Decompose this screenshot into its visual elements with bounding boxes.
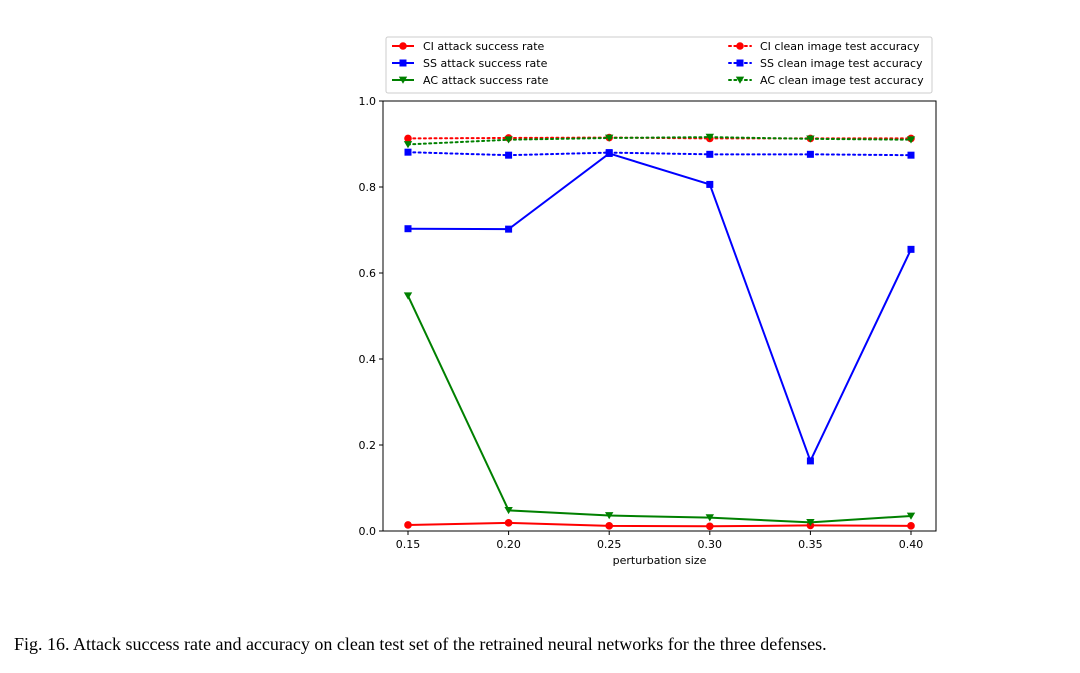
legend-label: CI attack success rate <box>423 40 545 53</box>
series-ac-attack-success-rate <box>403 292 916 527</box>
legend-marker <box>399 59 407 67</box>
legend-entry: SS clean image test accuracy <box>728 57 923 70</box>
data-point <box>404 225 412 233</box>
plot-area <box>382 100 937 532</box>
line-chart: 0.0 0.2 0.4 0.6 0.8 1.0 0.15 0.20 0.25 0.30 0.35 0.… <box>359 36 937 567</box>
legend-label: AC clean image test accuracy <box>760 74 924 87</box>
series-ac-clean-image-test-accuracy <box>403 133 916 149</box>
data-point <box>403 141 413 149</box>
data-point <box>605 149 613 157</box>
x-tick-label: 0.20 <box>496 538 521 551</box>
y-tick-label: 1.0 <box>359 95 377 108</box>
legend-entry: AC attack success rate <box>392 74 549 87</box>
series-line <box>407 152 912 464</box>
legend-entry: AC clean image test accuracy <box>728 74 924 87</box>
data-point <box>705 133 714 141</box>
series-ss-clean-image-test-accuracy <box>404 148 915 159</box>
data-point <box>505 151 513 159</box>
series-layer <box>403 133 916 531</box>
data-point <box>504 136 513 144</box>
axis-ticks: 0.0 0.2 0.4 0.6 0.8 1.0 0.15 0.20 0.25 0.30 0.35 0.… <box>359 95 924 551</box>
x-tick-label: 0.25 <box>597 538 622 551</box>
data-point <box>505 225 513 233</box>
data-point <box>404 134 412 143</box>
series-line <box>407 521 912 528</box>
legend-marker <box>736 59 744 67</box>
data-point <box>605 512 614 520</box>
x-axis-label: perturbation size <box>613 554 707 567</box>
data-point <box>706 150 714 158</box>
legend-marker <box>735 76 745 84</box>
data-point <box>907 522 915 530</box>
legend-entry: CI clean image test accuracy <box>728 40 920 53</box>
y-tick-label: 0.4 <box>359 353 377 366</box>
y-tick-label: 0.0 <box>359 525 377 538</box>
legend-label: SS attack success rate <box>423 57 548 70</box>
data-point <box>605 134 614 142</box>
data-point <box>906 512 916 520</box>
data-point <box>404 148 412 156</box>
y-tick-label: 0.8 <box>359 181 377 194</box>
legend-label: CI clean image test accuracy <box>760 40 920 53</box>
legend-marker <box>399 42 407 50</box>
legend-marker <box>398 76 408 84</box>
series-line <box>407 151 912 157</box>
legend-entry: SS attack success rate <box>392 57 548 70</box>
figure-caption: Fig. 16. Attack success rate and accurac… <box>14 634 827 654</box>
y-tick-label: 0.2 <box>359 439 377 452</box>
data-point <box>806 135 815 143</box>
legend-box <box>385 36 933 94</box>
data-point <box>806 519 815 527</box>
x-tick-label: 0.15 <box>396 538 421 551</box>
series-line <box>407 136 912 146</box>
data-point <box>706 522 714 531</box>
data-point <box>504 519 513 527</box>
series-ci-attack-success-rate <box>404 519 915 531</box>
legend-label: SS clean image test accuracy <box>760 57 923 70</box>
data-point <box>706 180 714 188</box>
data-point <box>906 136 916 144</box>
y-tick-label: 0.6 <box>359 267 377 280</box>
legend: CI attack success rate SS attack success … <box>385 36 933 94</box>
data-point <box>403 292 413 300</box>
data-point <box>806 150 814 158</box>
legend-entry: CI attack success rate <box>392 40 545 53</box>
series-line <box>407 295 912 524</box>
x-tick-label: 0.30 <box>698 538 723 551</box>
data-point <box>705 514 714 522</box>
x-tick-label: 0.35 <box>798 538 823 551</box>
data-point <box>806 457 814 465</box>
legend-marker <box>736 42 744 50</box>
data-point <box>504 507 513 515</box>
data-point <box>907 151 915 159</box>
x-tick-label: 0.40 <box>899 538 924 551</box>
legend-label: AC attack success rate <box>423 74 549 87</box>
data-point <box>404 521 412 529</box>
data-point <box>907 245 915 253</box>
data-point <box>605 522 613 530</box>
series-ss-attack-success-rate <box>404 149 915 465</box>
